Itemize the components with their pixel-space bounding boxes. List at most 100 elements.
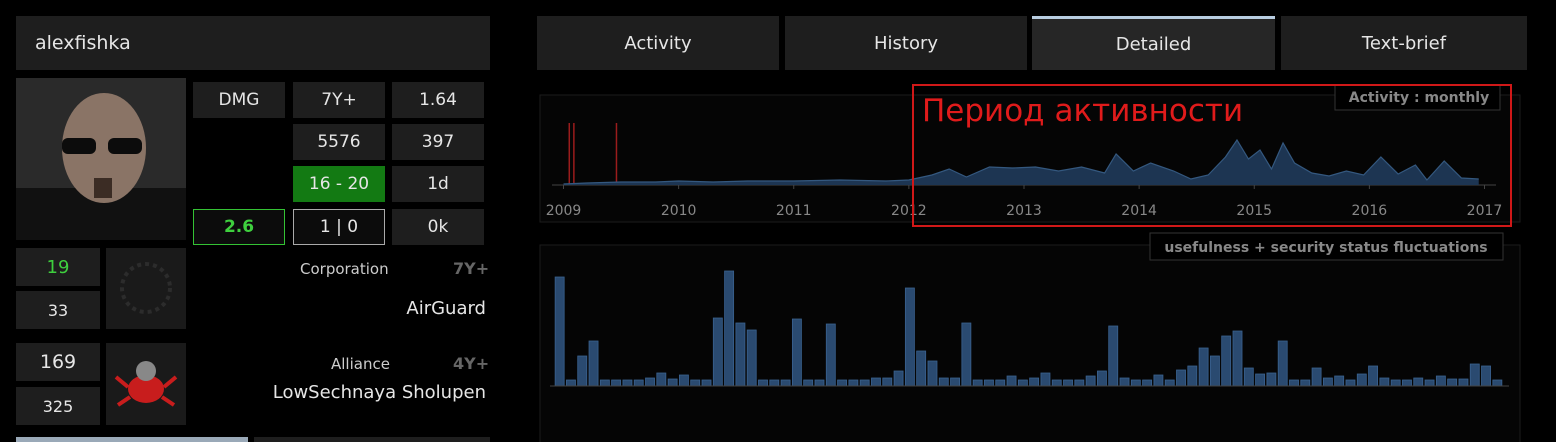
x-tick-label: 2016 <box>1352 203 1388 219</box>
bar <box>859 379 870 387</box>
bar <box>1097 370 1107 387</box>
tab[interactable]: Detailed <box>1032 16 1275 70</box>
x-tick-label: 2009 <box>546 203 582 219</box>
x-tick-label: 2014 <box>1121 203 1157 219</box>
tab[interactable]: History <box>785 16 1027 70</box>
bar <box>656 372 667 387</box>
bar <box>904 287 915 387</box>
stat-cell: 397 <box>392 124 484 160</box>
bar <box>1300 379 1311 387</box>
bar <box>1232 330 1243 387</box>
chart-title: usefulness + security status fluctuation… <box>1164 240 1487 256</box>
corp-count: 19 <box>16 248 100 286</box>
bar <box>893 370 904 387</box>
bar <box>1176 369 1186 387</box>
alliance-count: 169 <box>16 343 100 381</box>
bar <box>1040 372 1051 387</box>
bar <box>1289 379 1299 387</box>
bar <box>780 379 791 387</box>
bar <box>803 379 814 387</box>
bar <box>1142 379 1153 387</box>
bar <box>577 355 588 387</box>
bar <box>1356 373 1367 387</box>
bar <box>1481 365 1491 387</box>
bar <box>1266 372 1277 387</box>
x-tick-label: 2012 <box>891 203 927 219</box>
bar <box>712 317 723 387</box>
bar <box>1255 373 1266 387</box>
bar <box>724 270 735 387</box>
bar <box>1221 335 1232 387</box>
x-tick-label: 2011 <box>776 203 812 219</box>
bar <box>1334 375 1345 387</box>
avatar <box>16 78 186 240</box>
chart-title: Activity : monthly <box>1349 90 1489 106</box>
x-tick-label: 2010 <box>661 203 697 219</box>
bar <box>1277 340 1288 387</box>
bar <box>645 377 655 387</box>
chart-title-box <box>1149 232 1504 261</box>
bar <box>1424 379 1435 387</box>
bar <box>814 379 825 387</box>
bar <box>1063 379 1073 387</box>
activity-area <box>563 140 1479 185</box>
bar <box>1311 367 1322 387</box>
bar <box>679 374 689 387</box>
bar <box>882 377 893 387</box>
x-tick-label: 2015 <box>1236 203 1272 219</box>
bottom-tab <box>254 437 490 442</box>
bar <box>1435 375 1446 387</box>
stat-cell: 1d <box>392 166 484 202</box>
corp-name: AirGuard <box>406 298 486 319</box>
bar <box>1492 379 1503 387</box>
x-tick-label: 2013 <box>1006 203 1042 219</box>
pilot-name: alexfishka <box>16 16 490 70</box>
bar <box>871 377 881 387</box>
bar <box>1153 374 1164 387</box>
bar <box>633 379 644 387</box>
annotation-box <box>912 84 1512 227</box>
bar <box>938 377 949 387</box>
bar <box>950 377 960 387</box>
bar <box>1164 379 1175 387</box>
bar <box>1187 365 1198 387</box>
stat-cell: 5576 <box>293 124 385 160</box>
bar <box>1322 377 1333 387</box>
stat-cell: 1 | 0 <box>293 209 385 245</box>
bar <box>1074 379 1085 387</box>
bar <box>1469 363 1480 387</box>
stat-cell: 0k <box>392 209 484 245</box>
alliance-count: 325 <box>16 387 100 425</box>
bar <box>599 379 610 387</box>
bar <box>758 379 768 387</box>
stat-cell: 2.6 <box>193 209 285 245</box>
bar <box>1458 378 1469 387</box>
bar <box>1413 377 1424 387</box>
bar <box>1447 378 1458 387</box>
bar <box>1085 375 1096 387</box>
bar <box>1345 379 1356 387</box>
bar <box>1390 379 1401 387</box>
corp-age: 7Y+ <box>453 259 490 278</box>
bottom-tab <box>16 437 248 442</box>
bar <box>554 276 565 387</box>
bar <box>1108 325 1119 387</box>
bar <box>1130 379 1141 387</box>
bar <box>1006 375 1017 387</box>
bar <box>1368 365 1378 387</box>
bar <box>972 379 983 387</box>
tab[interactable]: Activity <box>537 16 779 70</box>
bar <box>611 379 622 387</box>
tab[interactable]: Text-brief <box>1281 16 1527 70</box>
bar <box>916 350 927 387</box>
alliance-name: LowSechnaya Sholupen <box>272 382 486 403</box>
corp-logo <box>106 248 186 329</box>
bar <box>667 378 678 387</box>
x-tick-label: 2017 <box>1467 203 1503 219</box>
bar <box>746 329 757 387</box>
alliance-label: Alliance <box>331 355 390 373</box>
bar <box>1379 377 1390 387</box>
bar <box>1119 377 1130 387</box>
activity-line <box>563 138 1479 185</box>
